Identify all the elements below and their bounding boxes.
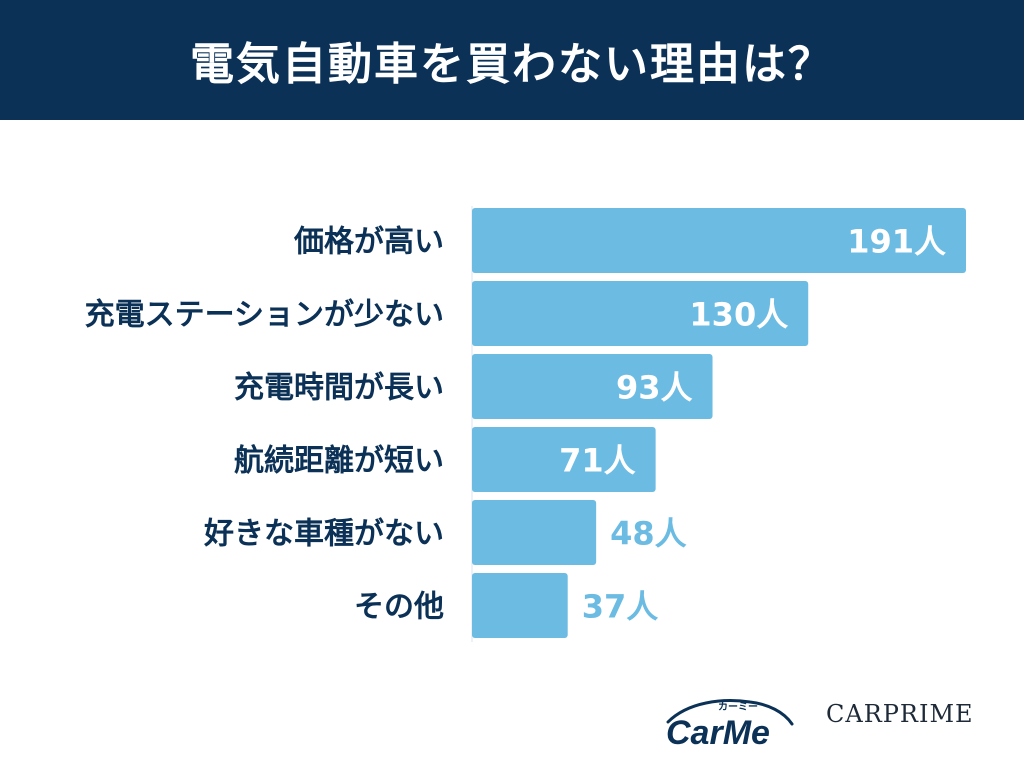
category-label: 航続距離が短い	[234, 444, 444, 479]
bar-2	[472, 281, 809, 346]
carprime-logo: CARPRIME	[826, 700, 974, 728]
category-label: 充電ステーションが少ない	[85, 298, 444, 333]
bar-6	[472, 573, 568, 638]
category-label: 好きな車種がない	[203, 517, 444, 552]
value-label: 191人	[847, 223, 946, 261]
bar-4	[472, 427, 656, 492]
carme-logo: カーミー CarMe	[666, 699, 794, 750]
logo-area: カーミー CarMe CARPRIME	[660, 688, 1000, 758]
value-label: 48人	[610, 515, 687, 553]
bar-3	[472, 354, 713, 419]
category-label: その他	[354, 590, 444, 625]
bar-5	[472, 500, 597, 565]
header-banner: 電気自動車を買わない理由は？	[0, 0, 1024, 120]
category-label: 充電時間が長い	[234, 371, 444, 406]
category-label: 価格が高い	[293, 225, 444, 260]
page-title: 電気自動車を買わない理由は？	[190, 39, 834, 90]
value-label: 130人	[689, 296, 788, 334]
value-label: 37人	[582, 588, 659, 626]
carme-kana: カーミー	[718, 701, 758, 713]
value-label: 71人	[559, 442, 636, 480]
bar-1	[472, 208, 966, 273]
value-label: 93人	[616, 369, 693, 407]
carme-wordmark: CarMe	[666, 714, 770, 750]
